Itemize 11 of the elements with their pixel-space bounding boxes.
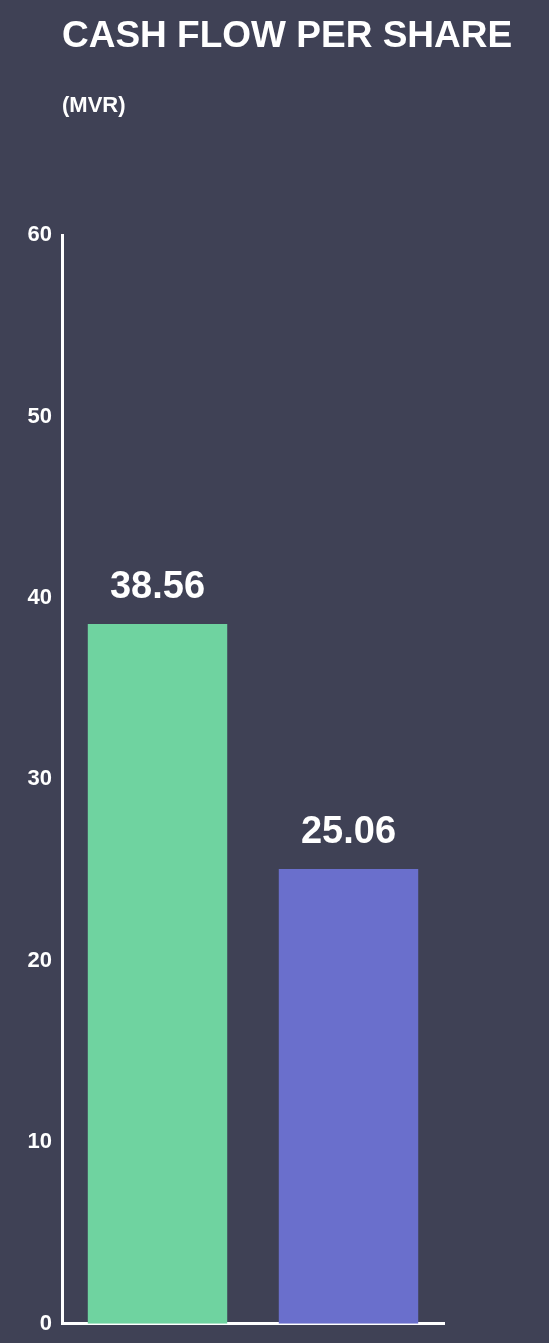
y-tick-label: 60	[27, 221, 52, 247]
data-label: 25.06	[300, 808, 397, 851]
y-tick-label: 20	[27, 946, 52, 972]
y-tick-label: 30	[27, 765, 52, 791]
chart-subtitle: (MVR)	[62, 92, 126, 118]
data-label: 38.56	[109, 563, 206, 606]
y-tick-label: 50	[27, 402, 52, 428]
y-tick-label: 0	[39, 1309, 52, 1335]
y-tick-label: 10	[27, 1128, 52, 1154]
y-tick-label: 40	[27, 584, 52, 609]
chart-title: CASH FLOW PER SHARE	[62, 14, 513, 56]
